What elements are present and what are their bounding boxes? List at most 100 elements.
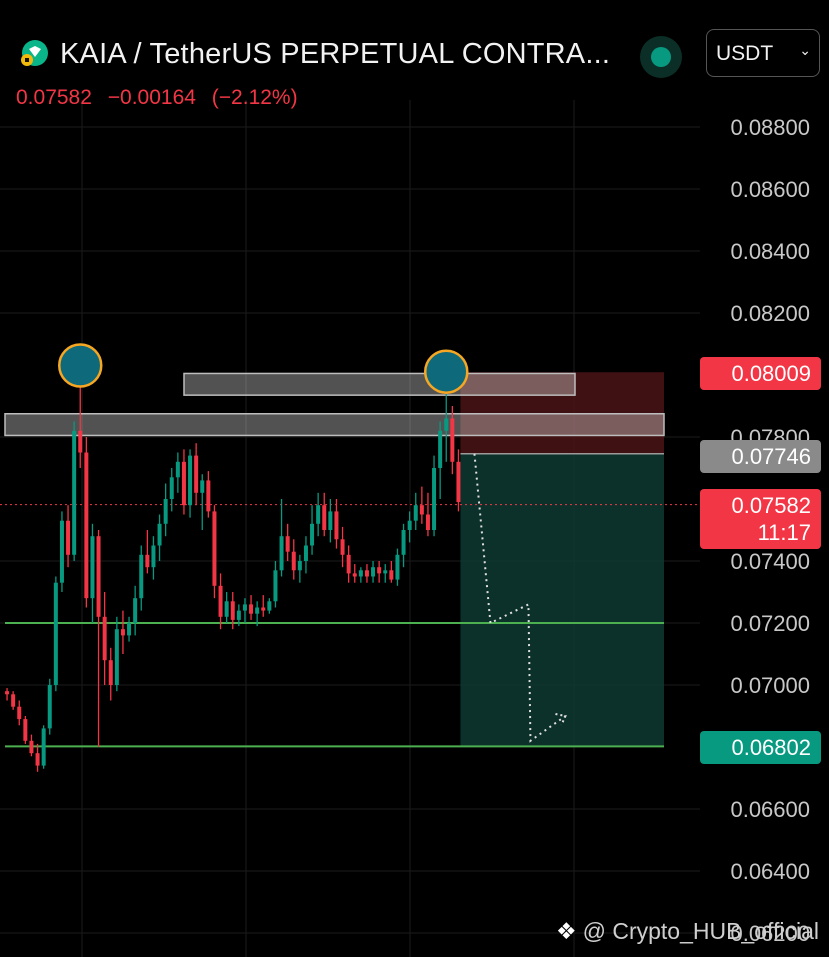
y-tick-label: 0.08600 <box>730 177 810 202</box>
target-price-tag: 0.06802 <box>700 731 821 764</box>
current-price-tag: 0.07582 11:17 <box>700 489 821 549</box>
candle-body <box>224 601 229 617</box>
candle-body <box>157 523 162 546</box>
candle-body <box>297 561 302 571</box>
projection-arrowhead <box>555 713 567 726</box>
candle-body <box>84 452 89 599</box>
binance-logo-icon: ❖ <box>555 918 577 944</box>
candle-body <box>218 585 223 617</box>
swing-high-marker <box>58 343 103 388</box>
price-change: −0.00164 <box>107 86 196 109</box>
candle-body <box>23 719 28 741</box>
candle-body <box>316 505 321 524</box>
candle-body <box>133 598 138 623</box>
candle-body <box>102 616 107 661</box>
candle-body <box>78 430 83 453</box>
candle-body <box>59 520 64 583</box>
candle-body <box>450 418 455 462</box>
candle-body <box>200 480 205 493</box>
currency-select-value: USDT <box>716 42 774 65</box>
symbol-title[interactable]: KAIA / TetherUS PERPETUAL CONTRA... <box>60 38 611 70</box>
candle-body <box>242 604 247 611</box>
candle-body <box>279 536 284 571</box>
y-tick-label: 0.07400 <box>730 549 810 574</box>
y-tick-label: 0.07200 <box>730 611 810 636</box>
candle-body <box>322 505 327 530</box>
candle-body <box>389 570 394 580</box>
candle-body <box>401 530 406 555</box>
y-tick-label: 0.08400 <box>730 239 810 264</box>
candle-body <box>230 601 235 620</box>
candle-body <box>127 623 132 636</box>
current-price-value: 0.07582 <box>731 493 811 518</box>
candle-body <box>96 536 101 617</box>
swing-high-marker <box>424 349 469 394</box>
y-tick-label: 0.06400 <box>730 859 810 884</box>
quote-line: 0.07582 −0.00164 (−2.12%) <box>16 86 308 110</box>
candle-body <box>346 554 351 574</box>
watermark-text: @ Crypto_HUB_official <box>582 918 819 944</box>
bar-countdown: 11:17 <box>757 520 811 545</box>
resistance-zone <box>183 372 576 396</box>
chevron-down-icon: ⌄ <box>799 42 811 58</box>
candle-body <box>285 536 290 552</box>
candle-body <box>139 554 144 599</box>
candle-body <box>425 514 430 530</box>
candle-body <box>35 753 40 766</box>
candle-body <box>53 582 58 685</box>
candle-body <box>407 520 412 530</box>
candle-body <box>310 523 315 546</box>
candle-body <box>181 461 186 506</box>
candle-body <box>145 554 150 568</box>
candle-body <box>108 660 113 685</box>
candle-body <box>169 477 174 499</box>
candle-body <box>17 706 22 720</box>
candle-body <box>352 573 357 577</box>
candle-body <box>72 430 77 555</box>
candle-body <box>371 567 376 577</box>
candle-body <box>163 499 168 524</box>
watermark: ❖ @ Crypto_HUB_official <box>556 918 819 945</box>
candle-body <box>11 694 16 707</box>
candle-body <box>291 551 296 571</box>
candle-body <box>206 480 211 512</box>
candle-body <box>194 455 199 493</box>
candle-body <box>261 607 266 611</box>
candle-body <box>114 629 119 685</box>
candle-body <box>5 691 10 695</box>
currency-select[interactable]: USDT ⌄ <box>706 29 820 77</box>
candle-body <box>151 545 156 568</box>
candle-body <box>328 511 333 530</box>
candle-body <box>29 740 34 754</box>
last-price: 0.07582 <box>16 86 92 109</box>
risk-zone <box>460 372 664 454</box>
candle-body <box>255 607 260 614</box>
candle-body <box>175 461 180 478</box>
candle-body <box>413 505 418 521</box>
y-tick-label: 0.06600 <box>730 797 810 822</box>
chart-header: KAIA / TetherUS PERPETUAL CONTRA... 0.07… <box>0 0 829 120</box>
candle-body <box>267 601 272 611</box>
candle-body <box>377 567 382 574</box>
candle-body <box>188 455 193 506</box>
y-tick-label: 0.07000 <box>730 673 810 698</box>
y-tick-label: 0.08800 <box>730 115 810 140</box>
candle-body <box>273 570 278 602</box>
candle-body <box>438 430 443 468</box>
candle-body <box>120 629 125 636</box>
candle-body <box>303 545 308 561</box>
resistance-zone <box>4 413 665 437</box>
kaia-logo-icon <box>21 40 48 66</box>
candle-body <box>432 468 437 530</box>
candle-body <box>383 570 388 574</box>
candle-body <box>41 728 46 766</box>
stop-price-tag: 0.08009 <box>700 357 821 390</box>
y-tick-label: 0.08200 <box>730 301 810 326</box>
candle-body <box>456 461 461 503</box>
candle-body <box>364 570 369 577</box>
candle-body <box>47 685 52 729</box>
candle-body <box>444 418 449 431</box>
entry-price-tag: 0.07746 <box>700 440 821 473</box>
market-open-indicator[interactable] <box>640 36 682 78</box>
